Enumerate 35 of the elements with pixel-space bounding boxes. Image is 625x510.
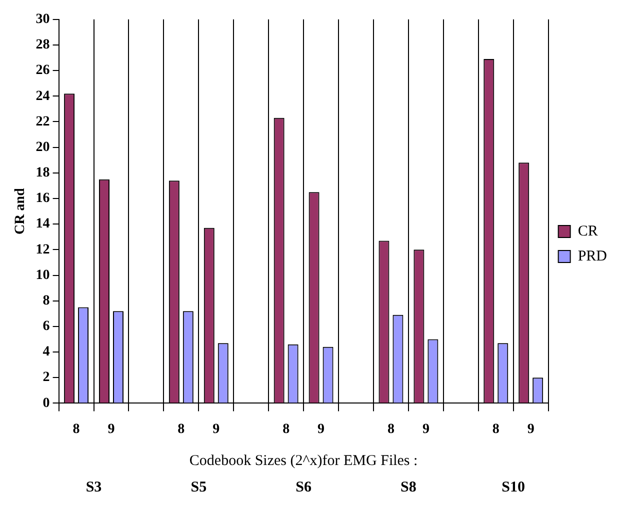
legend-label: CR bbox=[578, 223, 598, 240]
x-tick-label: 9 bbox=[318, 422, 325, 438]
y-tick-label: 4 bbox=[42, 344, 50, 360]
y-tick-label: 28 bbox=[36, 38, 50, 53]
y-tick-label: 2 bbox=[42, 370, 50, 386]
text: S5 bbox=[190, 479, 207, 496]
text: S8 bbox=[400, 479, 416, 496]
text: S6 bbox=[296, 479, 312, 496]
y-tick-label: 20 bbox=[36, 140, 50, 155]
x-tick-label: 9 bbox=[527, 422, 534, 438]
x-axis-title: Codebook Sizes (2^x)for EMG Files : bbox=[189, 452, 418, 469]
y-tick-label: 14 bbox=[36, 216, 50, 232]
y-tick-label: 30 bbox=[36, 12, 50, 28]
y-tick-label: 6 bbox=[42, 319, 50, 334]
x-tick-label: 9 bbox=[212, 422, 220, 438]
x-tick-label: 8 bbox=[72, 422, 80, 438]
x-tick-label: 9 bbox=[108, 422, 115, 438]
y-tick-label: 8 bbox=[42, 293, 50, 308]
y-axis-title: CR and bbox=[13, 188, 28, 234]
y-tick-label: 12 bbox=[36, 242, 50, 258]
y-tick-label: 24 bbox=[36, 88, 50, 104]
x-tick-label: 8 bbox=[178, 422, 185, 438]
y-tick-label: 10 bbox=[36, 268, 50, 283]
y-tick-label: 18 bbox=[36, 166, 50, 181]
x-tick-label: 8 bbox=[282, 422, 290, 438]
y-tick-label: 0 bbox=[42, 396, 50, 411]
x-tick-label: 9 bbox=[422, 422, 430, 438]
y-tick-label: 26 bbox=[36, 63, 50, 78]
x-tick-label: 8 bbox=[492, 422, 500, 438]
y-tick-label: 22 bbox=[36, 114, 50, 130]
legend-label: PRD bbox=[578, 248, 608, 264]
x-tick-label: 8 bbox=[387, 422, 394, 438]
y-tick-label: 16 bbox=[36, 191, 50, 206]
text: S10 bbox=[502, 479, 526, 496]
text: S3 bbox=[86, 479, 102, 496]
